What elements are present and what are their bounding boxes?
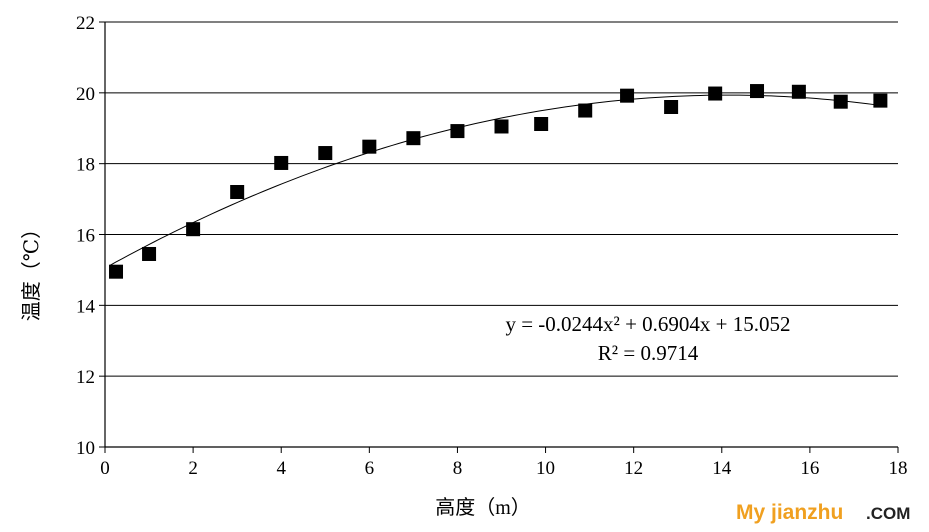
data-point-5 xyxy=(318,146,333,161)
x-tick-label-0: 0 xyxy=(100,458,110,479)
data-point-7 xyxy=(406,131,421,146)
data-point-9 xyxy=(494,119,509,134)
x-tick-label-2: 2 xyxy=(188,458,198,479)
y-tick-label-16: 16 xyxy=(76,226,95,247)
tick-labels: 10 12 14 16 18 20 22 0 2 4 6 8 10 12 14 16 18 xyxy=(76,13,908,479)
data-point-12 xyxy=(620,88,635,103)
x-tick-label-14: 14 xyxy=(712,458,732,479)
y-tick-label-10: 10 xyxy=(76,438,95,459)
data-point-3 xyxy=(230,185,245,199)
x-tick-label-4: 4 xyxy=(276,458,286,479)
data-point-6 xyxy=(362,139,377,154)
data-point-13 xyxy=(664,100,679,114)
x-tick-label-16: 16 xyxy=(800,458,819,479)
data-point-18 xyxy=(873,93,888,108)
x-tick-label-6: 6 xyxy=(365,458,375,479)
trendline-equation: y = -0.0244x² + 0.6904x + 15.052 xyxy=(505,312,790,336)
x-tick-label-12: 12 xyxy=(624,458,643,479)
data-point-4 xyxy=(274,155,289,170)
data-point-11 xyxy=(578,103,593,118)
data-point-10 xyxy=(534,117,549,131)
x-tick-label-18: 18 xyxy=(889,458,908,479)
y-tick-label-14: 14 xyxy=(76,296,96,317)
watermark-brand: My jianzhu xyxy=(736,501,843,524)
x-tick-label-8: 8 xyxy=(453,458,463,479)
y-tick-label-18: 18 xyxy=(76,155,95,176)
data-points xyxy=(109,84,888,279)
data-point-8 xyxy=(450,124,465,139)
x-axis-title: 高度（m） xyxy=(435,496,531,519)
x-tick-label-10: 10 xyxy=(536,458,555,479)
axes xyxy=(99,21,899,453)
data-point-16 xyxy=(791,84,806,99)
y-axis-title: 温度（℃） xyxy=(20,219,43,321)
data-point-17 xyxy=(833,94,848,109)
data-point-0 xyxy=(109,264,124,279)
data-point-14 xyxy=(708,86,723,101)
watermark-suffix: .COM xyxy=(866,504,910,523)
y-tick-label-22: 22 xyxy=(76,13,95,34)
grid-lines xyxy=(105,21,898,377)
data-point-15 xyxy=(750,84,765,99)
data-point-2 xyxy=(186,222,201,237)
r-squared-label: R² = 0.9714 xyxy=(598,341,699,365)
data-point-1 xyxy=(142,246,157,261)
y-tick-label-12: 12 xyxy=(76,367,95,388)
y-tick-label-20: 20 xyxy=(76,84,95,105)
